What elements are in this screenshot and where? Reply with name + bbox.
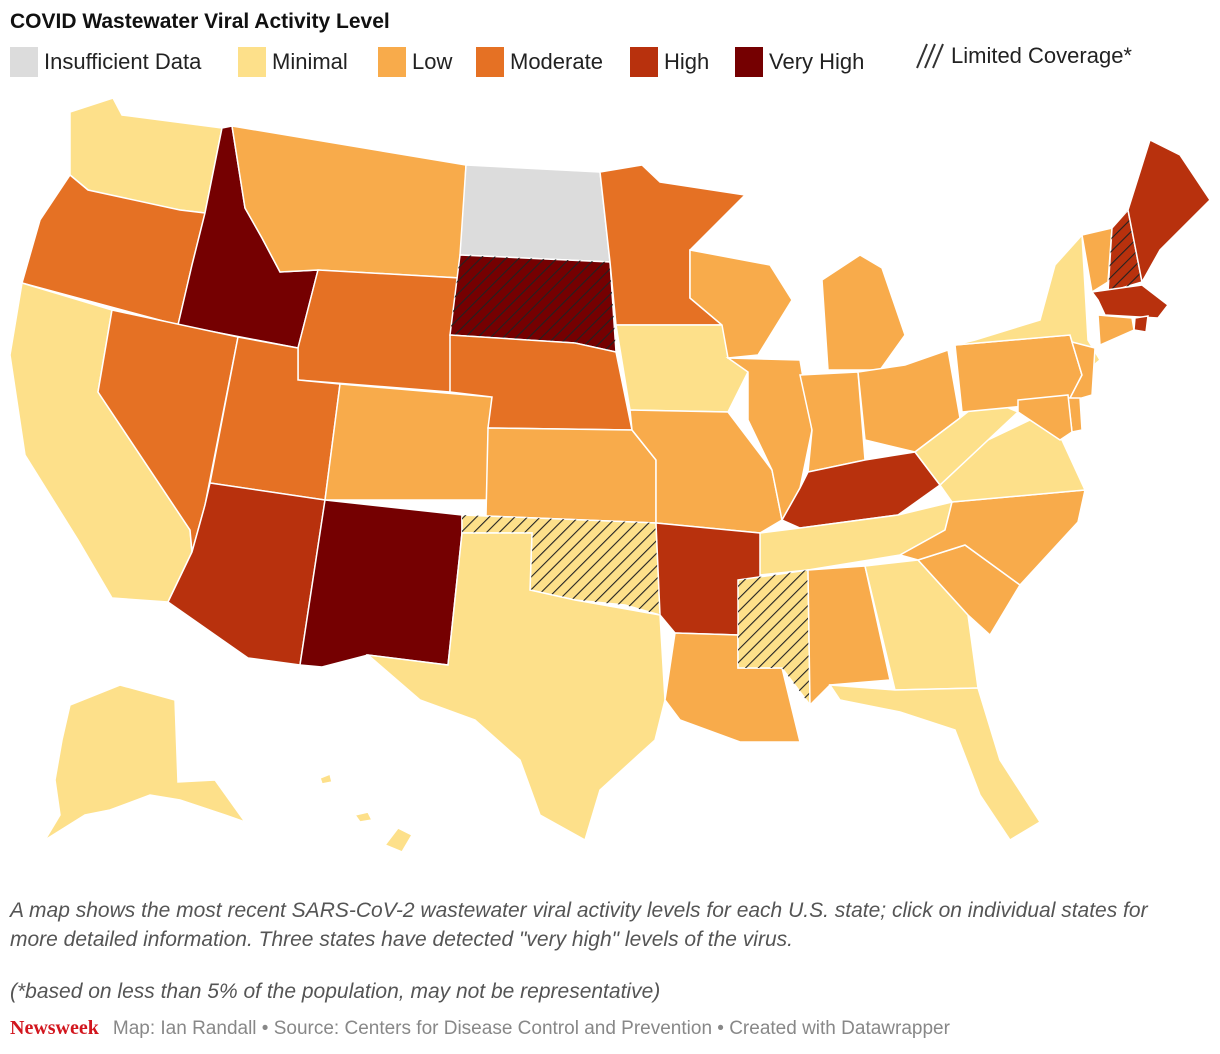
state-wyoming[interactable] <box>297 269 461 393</box>
legend-item-low: Low <box>378 46 452 78</box>
state-indiana[interactable] <box>799 371 866 473</box>
state-hawaii[interactable] <box>319 772 414 853</box>
legend: Insufficient Data Minimal Low Moderate H… <box>10 43 1210 78</box>
state-maine[interactable] <box>1127 138 1211 285</box>
coverage-note: (*based on less than 5% of the populatio… <box>10 980 661 1003</box>
state-texas[interactable] <box>365 532 666 842</box>
hatch-pattern-icon <box>916 43 944 69</box>
state-north-carolina[interactable] <box>898 489 1086 586</box>
state-alaska[interactable] <box>44 684 247 841</box>
us-map <box>9 97 1211 853</box>
legend-label-high: High <box>664 49 710 74</box>
state-maryland[interactable] <box>1017 394 1073 441</box>
state-alabama[interactable] <box>807 565 891 707</box>
chart-title: COVID Wastewater Viral Activity Level <box>10 10 390 33</box>
legend-label-limited-coverage: Limited Coverage* <box>951 43 1132 68</box>
state-michigan[interactable] <box>821 254 906 371</box>
state-connecticut[interactable] <box>1097 314 1135 347</box>
state-georgia[interactable] <box>864 559 979 691</box>
legend-label-minimal: Minimal <box>272 49 348 74</box>
legend-label-very-high: Very High <box>769 49 865 74</box>
state-massachusetts[interactable] <box>1090 284 1170 319</box>
legend-item-insufficient: Insufficient Data <box>10 46 201 78</box>
footer: Newsweek Map: Ian Randall • Source: Cent… <box>10 1017 950 1040</box>
state-new-mexico[interactable] <box>299 499 463 668</box>
state-colorado[interactable] <box>324 383 493 501</box>
legend-item-minimal: Minimal <box>238 46 348 78</box>
states-layer <box>9 97 1211 853</box>
footer-credits: Map: Ian Randall • Source: Centers for D… <box>112 1017 950 1039</box>
state-rhode-island[interactable] <box>1133 315 1149 333</box>
map-caption: A map shows the most recent SARS-CoV-2 w… <box>10 899 1148 951</box>
legend-swatch-very-high <box>735 47 763 77</box>
legend-swatch-low <box>378 47 406 77</box>
state-wisconsin[interactable] <box>689 249 793 359</box>
state-north-dakota[interactable] <box>459 164 611 263</box>
legend-item-moderate: Moderate <box>476 46 603 78</box>
legend-item-very-high: Very High <box>735 46 864 78</box>
legend-item-high: High <box>630 46 709 78</box>
state-kansas[interactable] <box>485 427 657 524</box>
newsweek-logo: Newsweek <box>10 1017 99 1039</box>
legend-label-insufficient: Insufficient Data <box>44 49 202 74</box>
legend-swatch-high <box>630 47 658 77</box>
legend-item-limited-coverage: Limited Coverage* <box>915 40 1132 72</box>
legend-swatch-minimal <box>238 47 266 77</box>
legend-swatch-moderate <box>476 47 504 77</box>
legend-label-low: Low <box>412 49 453 74</box>
state-vermont[interactable] <box>1081 227 1113 294</box>
legend-swatch-insufficient <box>10 47 38 77</box>
state-florida[interactable] <box>828 684 1042 842</box>
legend-label-moderate: Moderate <box>510 49 603 74</box>
state-iowa[interactable] <box>615 324 749 413</box>
